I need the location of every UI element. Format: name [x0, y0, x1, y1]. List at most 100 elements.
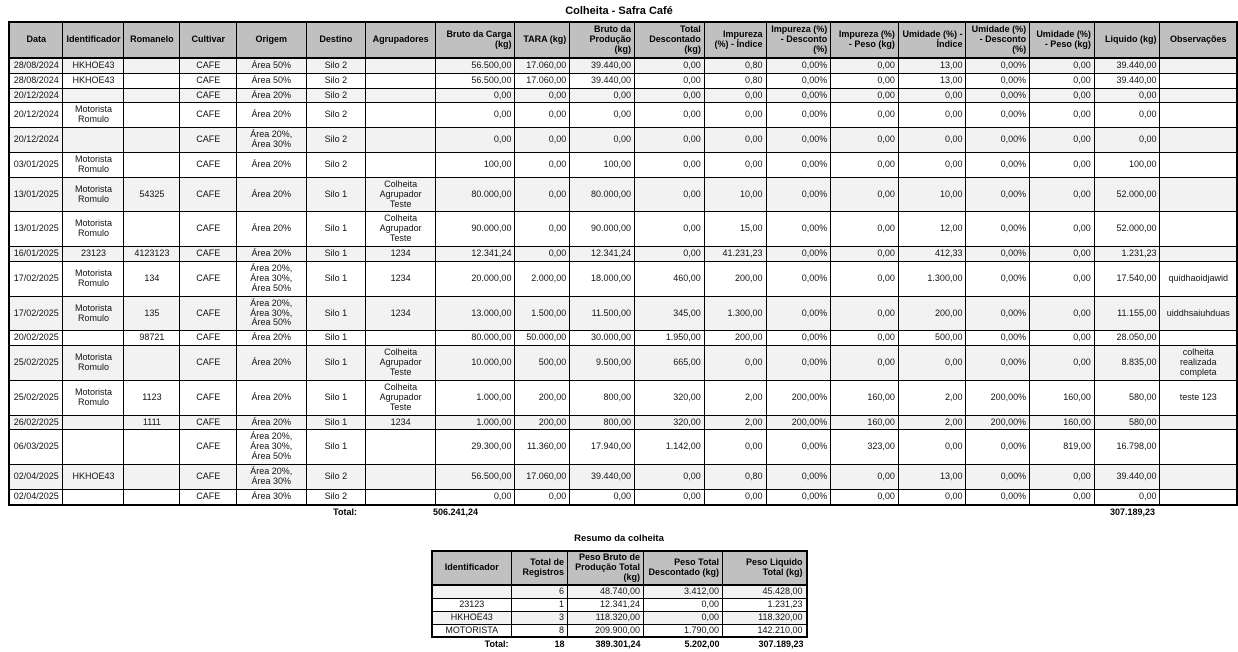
data-cell: 10.000,00: [435, 345, 516, 381]
main-total-body: Total: 506.241,24 307.189,23: [8, 506, 1235, 520]
total-bruto-carga: 506.241,24: [433, 506, 479, 517]
data-cell: CAFE: [179, 330, 238, 347]
data-cell: 1.300,00: [703, 295, 767, 332]
data-cell: 1.950,00: [634, 330, 705, 347]
data-cell: quidhaoidjawid: [1159, 261, 1238, 297]
data-cell: [365, 57, 437, 74]
data-cell: CAFE: [179, 345, 238, 381]
data-cell: Área 30%: [236, 488, 307, 506]
data-cell: 0,00%: [765, 345, 832, 381]
main-header-row: Data Identificador Romanelo Cultivar Origem D…: [8, 21, 1238, 59]
data-cell: 800,00: [569, 414, 636, 431]
data-cell: [123, 72, 181, 89]
data-cell: [123, 211, 181, 248]
data-cell: 0,00%: [765, 464, 832, 490]
summary-data-cell: 8: [511, 623, 568, 638]
data-cell: 1123: [123, 379, 181, 416]
data-cell: 30.000,00: [569, 330, 636, 347]
data-cell: 0,00%: [965, 295, 1031, 332]
data-cell: Silo 1: [305, 330, 367, 347]
data-cell: Motorista Romulo: [62, 211, 125, 248]
data-cell: Motorista Romulo: [62, 152, 125, 178]
data-cell: 0,00: [1093, 488, 1161, 506]
data-cell: CAFE: [179, 176, 238, 213]
data-cell: 0,00: [1029, 464, 1095, 490]
data-cell: 26/02/2025: [8, 414, 64, 431]
data-cell: Área 20%: [236, 379, 307, 416]
data-cell: 0,00: [514, 152, 571, 178]
data-cell: Silo 1: [305, 211, 367, 248]
data-row: 03/01/2025 Motorista Romulo CAFE Área 20% Si…: [8, 152, 1238, 178]
data-cell: Silo 1: [305, 295, 367, 332]
data-cell: 10,00: [703, 176, 767, 213]
data-cell: 0,00%: [965, 464, 1031, 490]
data-cell: [365, 72, 437, 89]
summary-data-row: 6 48.740,00 3.412,00 45.428,00: [431, 584, 807, 599]
data-cell: 0,00%: [965, 211, 1031, 248]
data-cell: [365, 429, 437, 466]
data-cell: 412,33: [897, 246, 967, 263]
summary-data-cell: 45.428,00: [722, 584, 807, 599]
data-cell: 9.500,00: [569, 345, 636, 381]
data-cell: 2,00: [703, 379, 767, 416]
data-cell: 28/08/2024: [8, 72, 64, 89]
summary-total-cells: Total: 18 389.301,24 5.202,00 307.189,23: [432, 638, 807, 652]
data-cell: 0,00: [703, 102, 767, 129]
data-cell: Motorista Romulo: [62, 176, 125, 213]
data-cell: [365, 488, 437, 506]
data-cell: 0,00: [830, 72, 899, 89]
data-cell: [365, 87, 437, 104]
data-cell: [123, 488, 181, 506]
data-cell: 460,00: [634, 261, 705, 297]
data-cell: 52.000,00: [1093, 176, 1161, 213]
data-cell: 4123123: [123, 246, 181, 263]
data-cell: 0,00: [830, 102, 899, 129]
data-cell: 500,00: [514, 345, 571, 381]
data-cell: 1234: [365, 246, 437, 263]
data-cell: 0,00: [514, 87, 571, 104]
column-header: Impureza (%) - Índice: [703, 21, 767, 59]
summary-title: Resumo da colheita: [574, 532, 664, 544]
summary-column-header: Identificador: [431, 550, 512, 586]
data-cell: 100,00: [1093, 152, 1161, 178]
data-cell: 100,00: [569, 152, 636, 178]
summary-total-value: 389.301,24: [595, 639, 641, 650]
data-cell: 200,00%: [765, 414, 832, 431]
data-row: 06/03/2025 CAFE Área 20%, Área 30%, Área 5…: [8, 429, 1238, 466]
data-row: 25/02/2025 Motorista Romulo CAFE Área 20% Si…: [8, 345, 1238, 381]
data-cell: Área 20%: [236, 102, 307, 129]
data-cell: 0,00: [634, 246, 705, 263]
data-cell: 1.231,23: [1093, 246, 1161, 263]
data-cell: 0,00: [897, 102, 967, 129]
data-cell: Silo 1: [305, 246, 367, 263]
data-cell: [123, 345, 181, 381]
data-cell: 0,00: [703, 429, 767, 466]
data-cell: 0,00%: [765, 488, 832, 506]
data-cell: 320,00: [634, 414, 705, 431]
data-cell: 0,00: [514, 102, 571, 129]
data-cell: Área 20%, Área 30%, Área 50%: [236, 261, 307, 297]
data-cell: 0,00: [1029, 345, 1095, 381]
data-cell: [1159, 488, 1238, 506]
data-cell: [1159, 72, 1238, 89]
data-cell: [123, 152, 181, 178]
data-cell: CAFE: [179, 464, 238, 490]
data-cell: Colheita Agrupador Teste: [365, 379, 437, 416]
total-empty-cell: [565, 506, 630, 520]
data-cell: 0,80: [703, 57, 767, 74]
data-cell: Área 20%: [236, 152, 307, 178]
summary-data-cell: 0,00: [643, 610, 723, 625]
data-cell: Silo 1: [305, 379, 367, 416]
data-cell: 80.000,00: [435, 330, 516, 347]
data-cell: 0,00: [569, 127, 636, 153]
data-cell: 580,00: [1093, 379, 1161, 416]
total-empty-cell: [762, 506, 827, 520]
data-cell: Silo 1: [305, 345, 367, 381]
data-cell: 580,00: [1093, 414, 1161, 431]
data-cell: 0,00: [514, 211, 571, 248]
data-cell: 0,00: [1029, 295, 1095, 332]
data-cell: 13/01/2025: [8, 176, 64, 213]
data-cell: [123, 127, 181, 153]
column-header: Bruto da Produção (kg): [569, 21, 636, 59]
column-header: TARA (kg): [514, 21, 571, 59]
